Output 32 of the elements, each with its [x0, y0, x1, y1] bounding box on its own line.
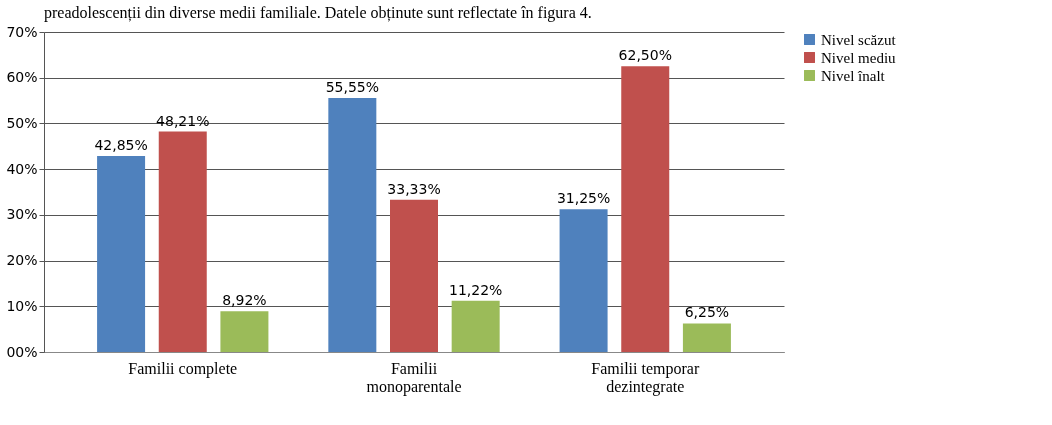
bar [621, 66, 670, 352]
bar [220, 311, 269, 352]
data-label: 33,33% [387, 180, 441, 197]
legend-label: Nivel scăzut [821, 31, 897, 48]
y-tick-label: 50% [6, 114, 38, 131]
y-tick-label: 60% [6, 69, 38, 86]
data-label: 55,55% [325, 79, 380, 96]
bar [158, 131, 207, 352]
y-tick-label: 30% [6, 206, 38, 223]
data-label: 62,50% [618, 47, 672, 64]
bar [328, 98, 377, 352]
y-tick-label: 00% [6, 343, 38, 360]
bar [451, 300, 500, 352]
text: preadolescenții din diverse medii familiale. Datele obținute sunt reflectate în figura 4. [44, 4, 592, 22]
data-label: 8,92% [222, 292, 267, 309]
y-tick-label: 20% [6, 252, 38, 269]
bar [97, 156, 146, 352]
y-tick-label: 40% [6, 160, 38, 177]
x-tick-label: Familii complete [128, 359, 238, 378]
legend-label: Nivel mediu [821, 49, 897, 66]
data-label: 42,85% [94, 137, 148, 154]
x-tick-label: Familii temporar dezintegrate [591, 359, 700, 396]
bar [682, 323, 731, 352]
legend-label: Nivel înalt [821, 67, 886, 84]
y-tick-label: 10% [6, 297, 38, 314]
y-tick-label: 70% [6, 23, 38, 40]
data-label: 31,25% [556, 190, 611, 207]
bar [559, 209, 608, 352]
x-tick-label: Familii monoparentale [366, 359, 462, 396]
data-label: 6,25% [684, 304, 730, 321]
bar [390, 199, 438, 352]
data-label: 11,22% [448, 281, 503, 298]
